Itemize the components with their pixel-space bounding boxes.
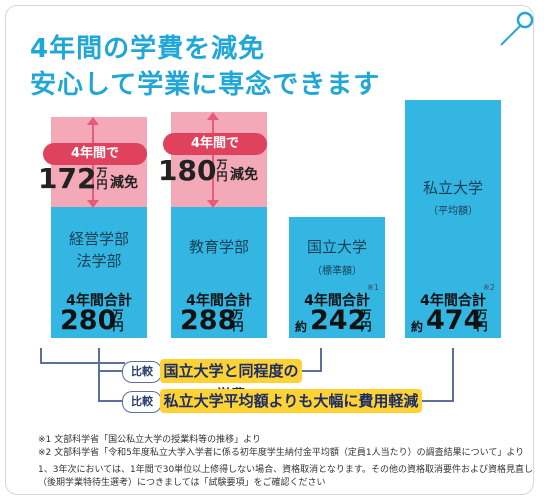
reduction-arrow [212,119,214,200]
total-label: 4年間合計 [304,293,370,309]
total-unit: 万 円 [476,309,488,333]
comparison-badge: 比較 [122,391,162,413]
tuition-bar [51,207,147,338]
bar-label-line: 教育学部 [188,238,249,256]
reduction-area [171,112,267,207]
unit-en: 円 [360,320,372,333]
total-label: 4年間合計 [186,293,252,309]
reduction-unit: 万 円 [216,159,228,183]
unit-en: 円 [112,320,124,333]
arrow-up-icon [87,117,99,125]
unit-man: 万 [216,158,228,171]
reduction-amount: 172 [38,162,97,195]
unit-man: 万 [112,308,124,321]
reference-mark: ※1 [367,283,379,292]
unit-en: 円 [216,170,228,183]
tuition-bar [289,217,385,338]
approx-mark: 約 [411,320,424,334]
page-title-line2: 安心して学業に専念できます [30,70,381,100]
comparison-badge: 比較 [122,361,162,383]
unit-man: 万 [360,308,372,321]
reduction-pill: 4年間で [163,133,267,155]
bar-sub-label: （平均額） [428,206,478,217]
bar-sub-label: （標準額） [312,266,362,277]
total-amount: 280 [60,305,117,336]
reduction-suffix: 減免 [230,167,258,183]
tuition-bar [405,100,501,338]
total-amount: 288 [180,305,237,336]
total-label: 4年間合計 [420,293,486,309]
bar-label-line: 法学部 [76,252,122,270]
bar-label: 教育学部 [171,236,267,258]
unit-en: 円 [476,320,488,333]
reduction-unit: 万 円 [96,167,108,191]
arrow-down-icon [87,200,99,208]
reduction-suffix: 減免 [110,175,138,191]
tuition-bar [171,207,267,338]
bar-label: 経営学部 法学部 [51,228,147,272]
bar-label-line: 私立大学 [422,179,483,197]
arrow-up-icon [207,112,219,120]
total-amount: 474 [426,305,483,336]
unit-man: 万 [476,308,488,321]
footnote-4: （後期学業特待生選考）につきましては「試験要項」をご確認ください [38,478,326,488]
total-label: 4年間合計 [66,293,132,309]
footnote-2: ※2 文部科学省「令和5年度私立大学入学者に係る初年度学生納付金平均額（定員1人… [38,448,525,458]
comparison-text-private: 私立大学平均額よりも大幅に費用軽減 [160,389,422,413]
arrow-down-icon [207,200,219,208]
total-amount: 242 [310,305,367,336]
reduction-amount: 180 [158,154,217,187]
bar-label: 国立大学 [289,236,385,258]
total-unit: 万 円 [232,309,244,333]
total-unit: 万 円 [360,309,372,333]
bar-label-line: 国立大学 [306,238,367,256]
unit-man: 万 [96,166,108,179]
reduction-pill: 4年間で [43,143,147,165]
page-title-line1: 4年間の学費を減免 [30,34,266,64]
bar-label-line: 経営学部 [68,230,129,248]
bar-label: 私立大学 [405,177,501,199]
unit-man: 万 [232,308,244,321]
unit-en: 円 [96,178,108,191]
footnote-3: 1、3年次においては、1年間で30単位以上修得しない場合、資格取消となります。そ… [38,465,534,475]
approx-mark: 約 [295,320,308,334]
pin-icon [500,11,534,46]
comparison-text-national: 国立大学と同程度の学費 [160,359,302,404]
total-unit: 万 円 [112,309,124,333]
unit-en: 円 [232,320,244,333]
footnote-1: ※1 文部科学省「国公私立大学の授業料等の推移」より [38,435,261,445]
reference-mark: ※2 [483,283,495,292]
